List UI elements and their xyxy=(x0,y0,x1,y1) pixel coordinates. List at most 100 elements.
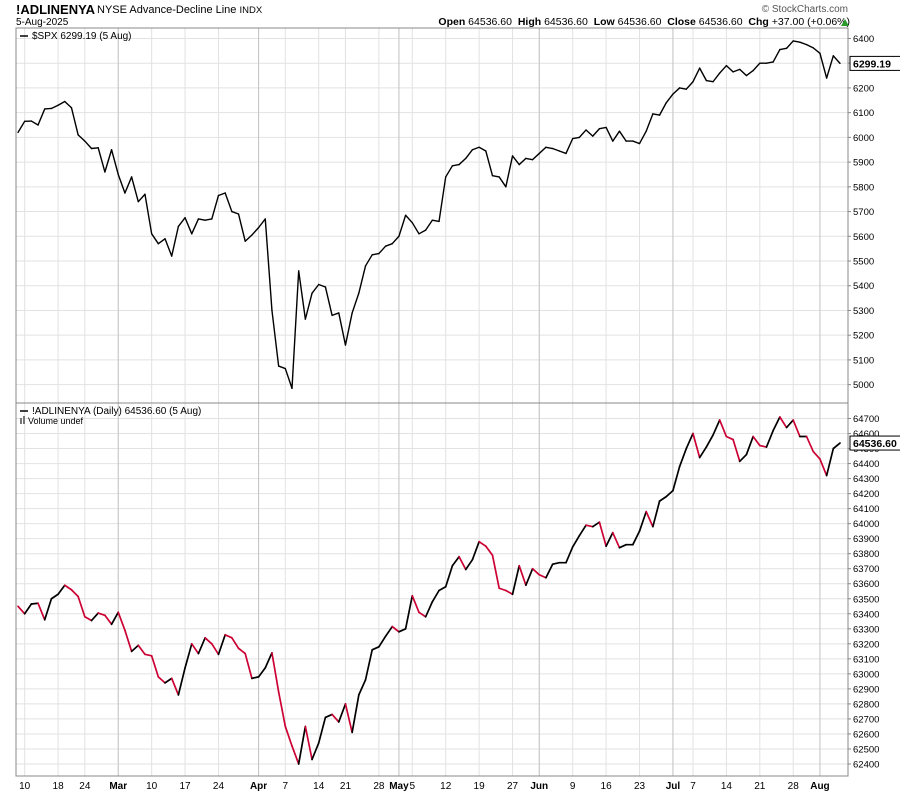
adline-ytick-label: 63800 xyxy=(853,549,879,560)
adline-line-segment xyxy=(712,419,721,436)
spx-line-segment xyxy=(465,149,474,160)
adline-line-segment xyxy=(170,677,180,696)
spx-line-segment xyxy=(418,229,427,235)
adline-line-segment xyxy=(438,585,447,592)
spx-line-segment xyxy=(511,155,520,166)
adline-line-segment xyxy=(398,627,407,633)
spx-line-segment xyxy=(318,283,327,288)
adline-line-segment xyxy=(204,636,213,645)
adline-ytick-label: 64700 xyxy=(853,414,879,425)
adline-line-segment xyxy=(819,458,828,477)
spx-line-segment xyxy=(171,225,180,257)
spx-line-segment xyxy=(117,173,126,194)
adline-ytick-label: 62800 xyxy=(853,699,879,710)
spx-line-segment xyxy=(17,120,26,134)
adline-line-segment xyxy=(184,642,193,669)
adline-line-segment xyxy=(464,558,474,571)
adline-line-segment xyxy=(805,435,815,453)
adline-line-segment xyxy=(672,465,681,492)
adline-line-segment xyxy=(518,564,527,587)
adline-line-segment xyxy=(237,647,247,655)
adline-line-segment xyxy=(665,489,674,498)
spx-line-segment xyxy=(150,233,160,245)
spx-line-segment xyxy=(692,67,701,83)
adline-line-segment xyxy=(110,611,120,626)
spx-line-segment xyxy=(765,61,774,64)
spx-line-segment xyxy=(551,147,561,152)
spx-line-segment xyxy=(97,147,106,173)
adline-line-segment xyxy=(585,524,594,528)
x-tick-label: 9 xyxy=(570,781,576,792)
adline-line-segment xyxy=(478,540,487,548)
adline-line-segment xyxy=(498,587,507,592)
spx-line-segment xyxy=(364,254,373,267)
adline-line-segment xyxy=(718,419,728,438)
spx-line-segment xyxy=(284,367,293,390)
adline-line-segment xyxy=(765,429,775,448)
spx-line-segment xyxy=(632,140,641,145)
spx-line-segment xyxy=(324,286,333,317)
adline-line-segment xyxy=(692,432,701,459)
spx-line-segment xyxy=(277,365,287,370)
x-tick-label: 28 xyxy=(373,781,385,792)
spx-line-segment xyxy=(384,242,393,247)
adline-line-segment xyxy=(605,531,614,548)
spx-ytick-label: 5600 xyxy=(853,232,874,243)
adline-line-segment xyxy=(150,654,160,678)
spx-line-segment xyxy=(137,193,146,203)
spx-line-segment xyxy=(311,283,320,294)
spx-line-segment xyxy=(264,218,273,312)
open-value: 64536.60 xyxy=(468,16,512,28)
spx-line-segment xyxy=(244,234,253,242)
adline-line-segment xyxy=(297,725,307,765)
spx-line-segment xyxy=(785,40,794,50)
adline-line-segment xyxy=(451,555,460,567)
adline-line-segment xyxy=(484,545,494,557)
adline-line-segment xyxy=(685,432,694,450)
adline-line-segment xyxy=(224,633,233,639)
adline-line-segment xyxy=(337,703,347,723)
brand-watermark: © StockCharts.com xyxy=(761,4,848,15)
spx-panel-background xyxy=(16,28,848,403)
x-tick-label: 24 xyxy=(79,781,91,792)
x-tick-label: 14 xyxy=(721,781,733,792)
adline-ytick-label: 62400 xyxy=(853,759,879,770)
spx-line-segment xyxy=(825,55,835,79)
adline-line-segment xyxy=(832,442,841,450)
x-tick-label: 5 xyxy=(410,781,416,792)
spx-line-segment xyxy=(505,155,514,188)
adline-volume-icon xyxy=(23,416,25,424)
spx-line-segment xyxy=(571,136,581,140)
spx-line-segment xyxy=(585,129,594,137)
x-tick-label: 19 xyxy=(474,781,486,792)
spx-line-segment xyxy=(271,309,280,367)
adline-line-segment xyxy=(37,602,46,621)
spx-line-segment xyxy=(344,312,353,346)
adline-line-segment xyxy=(351,694,360,734)
x-month-label: Mar xyxy=(109,781,127,792)
close-value: 64536.60 xyxy=(698,16,743,28)
spx-line-segment xyxy=(50,104,59,110)
spx-line-segment xyxy=(445,165,454,178)
spx-line-segment xyxy=(598,126,607,130)
spx-line-segment xyxy=(231,210,240,215)
spx-line-segment xyxy=(525,157,534,161)
adline-ytick-label: 62500 xyxy=(853,744,879,755)
spx-line-segment xyxy=(37,108,46,126)
adline-line-segment xyxy=(210,642,220,656)
adline-line-segment xyxy=(779,416,788,429)
adline-line-segment xyxy=(190,642,200,655)
adline-line-segment xyxy=(431,589,440,603)
adline-line-segment xyxy=(137,644,146,656)
x-month-label: Aug xyxy=(810,781,829,792)
low-label: Low xyxy=(593,16,615,28)
chart-header: !ADLINENYA NYSE Advance-Decline Line IND… xyxy=(0,0,900,30)
x-tick-label: 28 xyxy=(788,781,800,792)
adline-line-segment xyxy=(70,588,79,598)
spx-ytick-label: 5700 xyxy=(853,207,874,218)
spx-line-segment xyxy=(658,102,667,116)
x-tick-label: 14 xyxy=(313,781,325,792)
spx-line-segment xyxy=(70,107,79,136)
symbol-name: NYSE Advance-Decline Line xyxy=(97,4,237,16)
adline-line-segment xyxy=(371,645,380,651)
